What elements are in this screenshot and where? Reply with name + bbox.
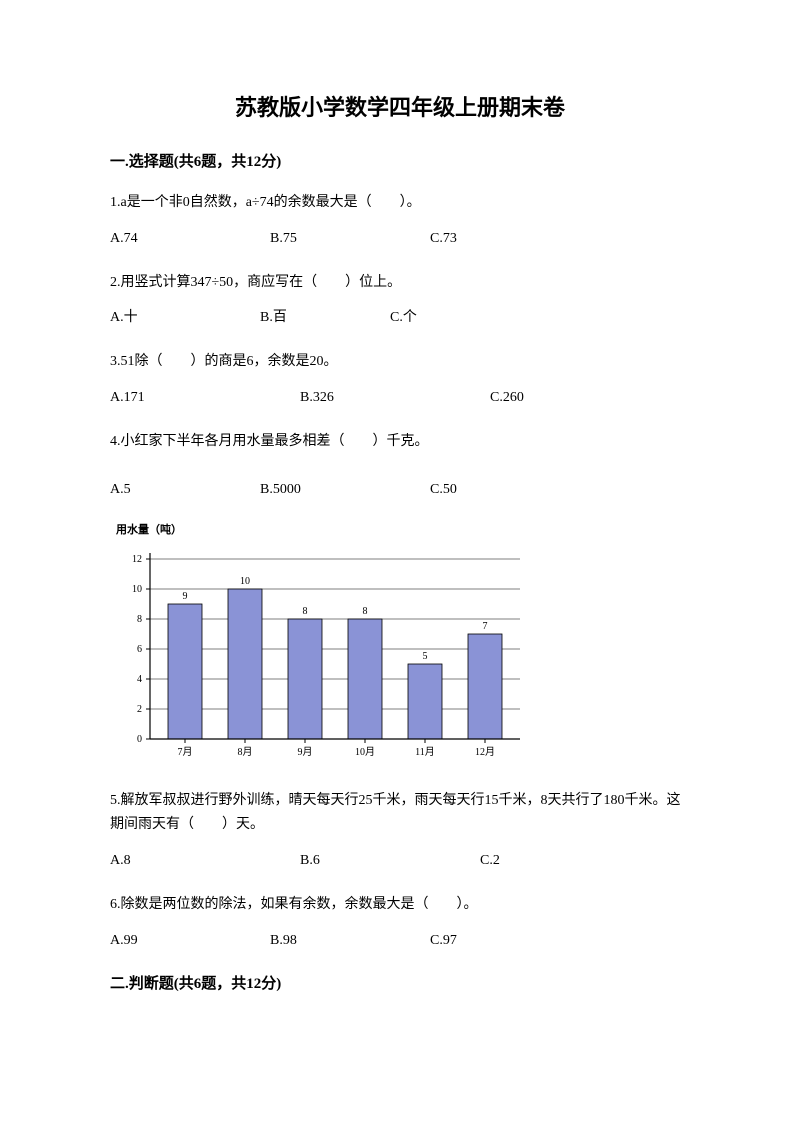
question-options: A.十 B.百 C.个 bbox=[110, 306, 690, 330]
section2-header: 二.判断题(共6题，共12分) bbox=[110, 972, 690, 993]
svg-text:12月: 12月 bbox=[475, 746, 495, 758]
option-b: B.326 bbox=[300, 386, 490, 410]
question-options: A.171 B.326 C.260 bbox=[110, 386, 690, 410]
bar-chart-svg: 0 2 4 6 8 10 12 9 7月 10 8月 8 9月 8 10月 5 11月 7 12月 bbox=[110, 539, 530, 759]
svg-text:8月: 8月 bbox=[238, 746, 253, 758]
question-5: 5.解放军叔叔进行野外训练，晴天每天行25千米，雨天每天行15千米，8天共行了1… bbox=[110, 789, 690, 872]
svg-text:11月: 11月 bbox=[415, 746, 435, 758]
svg-text:7: 7 bbox=[483, 621, 488, 632]
question-4: 4.小红家下半年各月用水量最多相差（ ）千克。 A.5 B.5000 C.50 bbox=[110, 430, 690, 502]
svg-text:2: 2 bbox=[137, 704, 142, 715]
option-b: B.6 bbox=[300, 849, 480, 873]
option-b: B.百 bbox=[260, 306, 390, 330]
option-a: A.99 bbox=[110, 929, 270, 953]
svg-text:8: 8 bbox=[303, 606, 308, 617]
svg-text:4: 4 bbox=[137, 674, 142, 685]
option-a: A.74 bbox=[110, 227, 270, 251]
svg-text:8: 8 bbox=[137, 614, 142, 625]
option-c: C.50 bbox=[430, 478, 457, 502]
page-title: 苏教版小学数学四年级上册期末卷 bbox=[110, 90, 690, 122]
option-b: B.98 bbox=[270, 929, 430, 953]
option-c: C.73 bbox=[430, 227, 457, 251]
svg-text:10月: 10月 bbox=[355, 746, 375, 758]
option-b: B.75 bbox=[270, 227, 430, 251]
question-options: A.74 B.75 C.73 bbox=[110, 227, 690, 251]
question-3: 3.51除（ ）的商是6，余数是20。 A.171 B.326 C.260 bbox=[110, 350, 690, 410]
option-a: A.171 bbox=[110, 386, 300, 410]
question-options: A.8 B.6 C.2 bbox=[110, 849, 690, 873]
svg-text:9: 9 bbox=[183, 591, 188, 602]
section1-header: 一.选择题(共6题，共12分) bbox=[110, 150, 690, 171]
question-2: 2.用竖式计算347÷50，商应写在（ ）位上。 A.十 B.百 C.个 bbox=[110, 271, 690, 331]
question-text: 1.a是一个非0自然数，a÷74的余数最大是（ ）。 bbox=[110, 191, 690, 215]
question-text: 6.除数是两位数的除法，如果有余数，余数最大是（ ）。 bbox=[110, 893, 690, 917]
option-c: C.2 bbox=[480, 849, 500, 873]
svg-text:10: 10 bbox=[132, 584, 142, 595]
question-options: A.99 B.98 C.97 bbox=[110, 929, 690, 953]
option-c: C.260 bbox=[490, 386, 524, 410]
svg-text:6: 6 bbox=[137, 644, 142, 655]
question-text: 5.解放军叔叔进行野外训练，晴天每天行25千米，雨天每天行15千米，8天共行了1… bbox=[110, 789, 690, 837]
svg-text:12: 12 bbox=[132, 554, 142, 565]
svg-text:5: 5 bbox=[423, 651, 428, 662]
option-b: B.5000 bbox=[260, 478, 430, 502]
question-6: 6.除数是两位数的除法，如果有余数，余数最大是（ ）。 A.99 B.98 C.… bbox=[110, 893, 690, 953]
option-a: A.5 bbox=[110, 478, 260, 502]
question-text: 2.用竖式计算347÷50，商应写在（ ）位上。 bbox=[110, 271, 690, 295]
option-a: A.8 bbox=[110, 849, 300, 873]
question-1: 1.a是一个非0自然数，a÷74的余数最大是（ ）。 A.74 B.75 C.7… bbox=[110, 191, 690, 251]
svg-text:7月: 7月 bbox=[178, 746, 193, 758]
option-c: C.97 bbox=[430, 929, 457, 953]
question-options: A.5 B.5000 C.50 bbox=[110, 478, 690, 502]
chart-y-title: 用水量（吨） bbox=[110, 521, 690, 537]
option-a: A.十 bbox=[110, 306, 260, 330]
svg-text:9月: 9月 bbox=[298, 746, 313, 758]
question-text: 3.51除（ ）的商是6，余数是20。 bbox=[110, 350, 690, 374]
svg-text:0: 0 bbox=[137, 734, 142, 745]
svg-text:10: 10 bbox=[240, 576, 250, 587]
question-text: 4.小红家下半年各月用水量最多相差（ ）千克。 bbox=[110, 430, 690, 454]
option-c: C.个 bbox=[390, 306, 417, 330]
svg-text:8: 8 bbox=[363, 606, 368, 617]
water-chart: 用水量（吨） 0 2 4 6 8 10 12 9 7月 10 8月 8 9月 8 10月 5 11月 7 12月 bbox=[110, 521, 690, 759]
